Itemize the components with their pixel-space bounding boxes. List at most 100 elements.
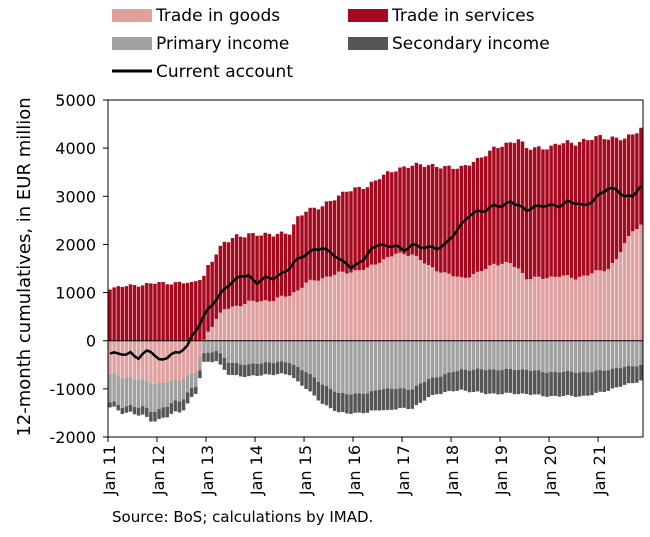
bar-goods	[283, 296, 288, 341]
bar-services	[357, 186, 361, 271]
bar-services	[238, 236, 243, 307]
bar-secondary	[447, 372, 451, 391]
y-tick-label: 3000	[55, 187, 96, 206]
bar-primary	[533, 340, 537, 371]
bar-services	[308, 207, 312, 280]
bar-primary	[185, 374, 190, 393]
bar-services	[124, 286, 129, 341]
legend-label: Trade in services	[391, 6, 535, 26]
bar-primary	[210, 340, 214, 353]
bar-services	[316, 209, 321, 281]
bar-primary	[312, 340, 316, 378]
bar-goods	[594, 270, 598, 341]
bar-secondary	[173, 400, 178, 412]
bar-goods	[549, 276, 553, 341]
bar-secondary	[328, 388, 333, 409]
bar-goods	[447, 273, 451, 341]
bar-services	[553, 143, 557, 277]
y-tick-label: 2000	[55, 235, 96, 254]
bar-primary	[353, 340, 357, 394]
bar-primary	[369, 340, 374, 392]
bar-secondary	[496, 370, 500, 395]
bar-primary	[251, 340, 255, 364]
bar-primary	[618, 340, 623, 369]
bar-goods	[516, 268, 521, 341]
x-tick-label: Jan 15	[296, 445, 315, 496]
bar-goods	[479, 271, 484, 341]
bar-goods	[234, 305, 239, 341]
stacked-bars	[108, 127, 643, 422]
bar-secondary	[516, 370, 521, 395]
bar-secondary	[324, 386, 329, 406]
bar-goods	[308, 279, 312, 341]
bar-services	[475, 157, 480, 272]
bar-secondary	[573, 372, 578, 398]
bar-goods	[112, 340, 116, 374]
y-tick-label: 1000	[55, 284, 96, 303]
bar-services	[430, 163, 435, 268]
bar-secondary	[120, 407, 125, 414]
bar-secondary	[377, 390, 382, 411]
bar-services	[602, 139, 606, 272]
bar-secondary	[598, 370, 602, 392]
bar-goods	[108, 340, 112, 374]
bar-services	[537, 146, 541, 277]
bar-services	[337, 195, 341, 272]
bar-primary	[561, 340, 566, 372]
bar-services	[369, 181, 374, 265]
bar-secondary	[426, 379, 431, 398]
bar-services	[230, 238, 235, 307]
bar-secondary	[386, 388, 390, 410]
bar-secondary	[475, 368, 480, 392]
bar-services	[140, 285, 145, 341]
bar-secondary	[292, 364, 296, 379]
bar-services	[639, 127, 643, 225]
bar-services	[414, 162, 419, 256]
bar-services	[120, 286, 125, 341]
bar-primary	[590, 340, 594, 373]
bar-secondary	[304, 372, 308, 390]
bar-primary	[516, 340, 521, 371]
x-tick-label: Jan 21	[590, 445, 609, 496]
bar-goods	[349, 272, 353, 341]
bar-goods	[561, 275, 566, 341]
bar-services	[177, 281, 182, 341]
bar-goods	[247, 300, 251, 341]
current-account-line	[109, 184, 642, 361]
bar-secondary	[230, 362, 235, 375]
bar-primary	[116, 376, 120, 405]
bar-goods	[614, 259, 619, 341]
bar-services	[341, 191, 345, 272]
bar-goods	[243, 304, 247, 341]
bar-primary	[565, 340, 570, 371]
bar-services	[528, 149, 533, 279]
bar-services	[214, 254, 218, 319]
bar-secondary	[618, 368, 623, 387]
bar-services	[361, 189, 365, 270]
bar-services	[185, 282, 190, 341]
bar-goods	[577, 276, 582, 341]
bar-goods	[602, 271, 606, 341]
bar-goods	[173, 340, 178, 380]
bar-primary	[112, 373, 116, 402]
bar-services	[435, 166, 439, 272]
bar-secondary	[263, 362, 267, 375]
bar-secondary	[561, 371, 566, 397]
bar-secondary	[320, 384, 325, 404]
bar-secondary	[614, 368, 619, 388]
bar-secondary	[398, 388, 402, 409]
bar-services	[202, 275, 206, 340]
bar-primary	[296, 340, 300, 367]
bar-secondary	[545, 372, 549, 397]
bar-secondary	[251, 363, 255, 376]
bar-primary	[381, 340, 386, 390]
bar-secondary	[635, 366, 639, 383]
bar-goods	[545, 278, 549, 341]
bar-primary	[414, 340, 419, 386]
bar-goods	[365, 267, 370, 341]
bar-secondary	[537, 370, 541, 395]
bar-services	[149, 283, 153, 341]
bar-secondary	[549, 371, 553, 397]
bar-services	[218, 245, 223, 313]
bar-secondary	[300, 370, 304, 386]
